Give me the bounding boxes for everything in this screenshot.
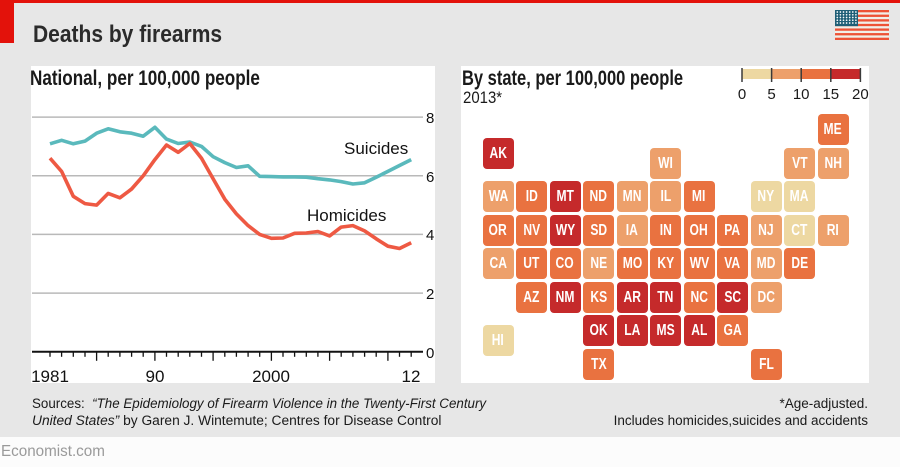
svg-text:2: 2 [426,286,434,303]
svg-text:0: 0 [738,86,746,103]
svg-text:2000: 2000 [252,367,290,383]
svg-text:0: 0 [426,345,434,362]
svg-text:12: 12 [402,367,421,383]
svg-text:1981: 1981 [31,367,69,383]
svg-text:5: 5 [767,86,775,103]
svg-text:20: 20 [852,86,869,103]
svg-text:8: 8 [426,110,434,127]
svg-text:15: 15 [822,86,839,103]
svg-text:6: 6 [426,169,434,186]
svg-text:4: 4 [426,227,434,244]
svg-text:Homicides: Homicides [307,206,386,225]
svg-text:90: 90 [146,367,165,383]
svg-text:Suicides: Suicides [344,139,408,158]
svg-text:10: 10 [793,86,810,103]
